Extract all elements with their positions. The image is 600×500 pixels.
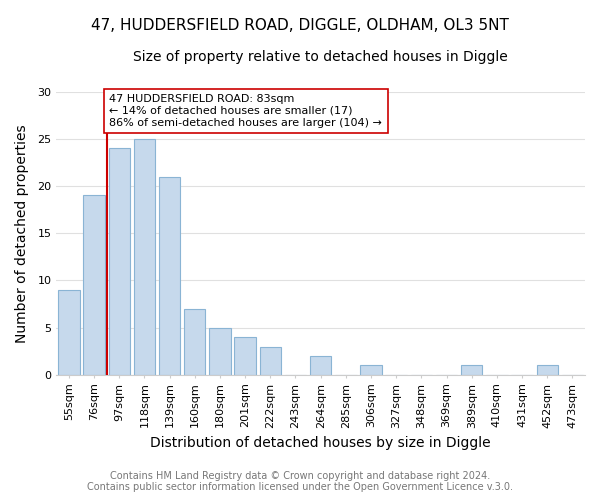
Bar: [209, 328, 230, 375]
Bar: [134, 139, 155, 375]
Text: 47 HUDDERSFIELD ROAD: 83sqm
← 14% of detached houses are smaller (17)
86% of sem: 47 HUDDERSFIELD ROAD: 83sqm ← 14% of det…: [109, 94, 382, 128]
Bar: [536, 366, 558, 375]
Bar: [184, 309, 205, 375]
X-axis label: Distribution of detached houses by size in Diggle: Distribution of detached houses by size …: [151, 436, 491, 450]
Title: Size of property relative to detached houses in Diggle: Size of property relative to detached ho…: [133, 50, 508, 64]
Text: Contains HM Land Registry data © Crown copyright and database right 2024.: Contains HM Land Registry data © Crown c…: [110, 471, 490, 481]
Text: 47, HUDDERSFIELD ROAD, DIGGLE, OLDHAM, OL3 5NT: 47, HUDDERSFIELD ROAD, DIGGLE, OLDHAM, O…: [91, 18, 509, 32]
Bar: [461, 366, 482, 375]
Y-axis label: Number of detached properties: Number of detached properties: [15, 124, 29, 342]
Bar: [310, 356, 331, 375]
Bar: [260, 346, 281, 375]
Text: Contains public sector information licensed under the Open Government Licence v.: Contains public sector information licen…: [87, 482, 513, 492]
Bar: [58, 290, 80, 375]
Bar: [109, 148, 130, 375]
Bar: [235, 337, 256, 375]
Bar: [361, 366, 382, 375]
Bar: [83, 196, 105, 375]
Bar: [159, 176, 181, 375]
